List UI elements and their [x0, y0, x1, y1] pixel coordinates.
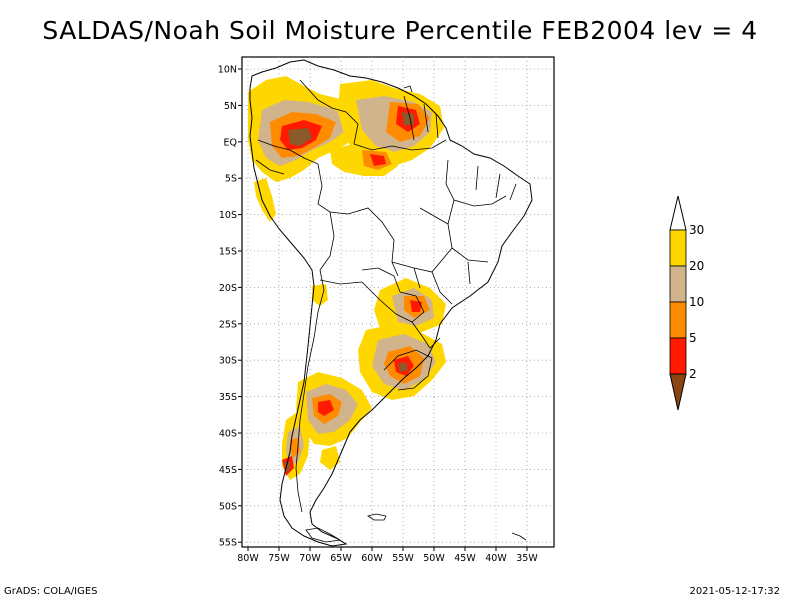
longitude-labels: 80W 75W 70W 65W 60W 55W 50W 45W 40W 35W — [237, 547, 538, 564]
border-ecuador-peru — [255, 159, 285, 175]
border-bolivia-brazil — [347, 207, 399, 277]
border-paraguay-argentina — [361, 281, 413, 323]
lat-label: 5N — [224, 101, 237, 112]
map-title: SALDAS/Noah Soil Moisture Percentile FEB… — [42, 16, 758, 45]
shade-patch-argentina-5 — [318, 400, 334, 416]
border-chile-argentina — [295, 269, 325, 513]
lon-label: 55W — [392, 553, 414, 564]
colorbar-segment — [669, 229, 687, 267]
lon-label: 75W — [268, 553, 290, 564]
colorbar-label: 10 — [689, 295, 704, 309]
lat-label: 10S — [219, 210, 237, 221]
lon-label: 80W — [237, 553, 259, 564]
lat-label: 20S — [219, 283, 237, 294]
border-colombia-venezuela — [299, 79, 359, 145]
falkland-islands — [367, 513, 387, 521]
map-frame — [241, 56, 555, 548]
colorbar-label: 30 — [689, 223, 704, 237]
colorbar-segment — [669, 337, 687, 375]
lon-label: 35W — [516, 553, 538, 564]
shade-patch-south-arg — [320, 446, 340, 470]
lat-label: 25S — [219, 319, 237, 330]
latitude-labels: 10N 5N EQ 5S 10S 15S 20S 25S 30S 35S 40S 45S 50S 55S — [218, 65, 242, 549]
south-america-outline — [249, 59, 533, 547]
border-venezuela-brazil — [353, 139, 447, 151]
colorbar-label: 20 — [689, 259, 704, 273]
lat-label: EQ — [224, 137, 237, 148]
border-bolivia-paraguay — [361, 267, 401, 293]
border-brazil-states — [391, 159, 507, 305]
shade-patch-west-coast — [254, 178, 276, 222]
south-georgia — [511, 532, 527, 541]
lat-label: 5S — [225, 174, 237, 185]
lon-label: 70W — [299, 553, 321, 564]
border-guyanas — [403, 95, 439, 141]
tierra-del-fuego — [305, 527, 342, 543]
border-bolivia-argentina — [319, 279, 363, 285]
footer-credit: GrADS: COLA/IGES — [4, 586, 98, 597]
lon-label: 45W — [454, 553, 476, 564]
footer-timestamp: 2021-05-12-17:32 — [689, 586, 780, 597]
border-peru-bolivia — [319, 211, 335, 271]
shade-patch-venezuela-2 — [402, 112, 414, 126]
lat-label: 40S — [219, 429, 237, 440]
shade-patch-coast-chile — [312, 284, 328, 306]
lat-label: 50S — [219, 501, 237, 512]
lon-label: 60W — [361, 553, 383, 564]
lat-label: 45S — [219, 465, 237, 476]
islands — [305, 85, 527, 543]
colorbar-bottom-triangle — [669, 373, 687, 411]
colorbar-top-triangle — [669, 195, 687, 231]
lat-label: 55S — [219, 538, 237, 549]
colorbar-segment — [669, 265, 687, 303]
trinidad — [403, 85, 413, 93]
percentile-shading — [248, 76, 446, 480]
shade-patch-uruguay-2 — [398, 362, 408, 372]
border-uruguay — [383, 349, 433, 391]
border-colombia-ecuador — [257, 139, 319, 165]
border-peru-brazil — [317, 163, 349, 215]
border-brazil-states-2 — [467, 165, 517, 285]
shade-patch-amazon-5 — [370, 154, 386, 166]
lat-label: 30S — [219, 356, 237, 367]
shade-patch-nw-2 — [288, 128, 312, 146]
colorbar-label: 5 — [689, 331, 697, 345]
lon-label: 40W — [485, 553, 507, 564]
country-borders — [255, 79, 517, 513]
colorbar-segment — [669, 301, 687, 339]
border-paraguay-brazil — [399, 291, 425, 323]
lon-label: 65W — [330, 553, 352, 564]
border-argentina-brazil — [411, 321, 441, 349]
colorbar: 30 20 10 5 2 — [669, 195, 704, 411]
lat-label: 15S — [219, 247, 237, 258]
lon-label: 50W — [423, 553, 445, 564]
lat-label: 10N — [218, 65, 237, 76]
colorbar-label: 2 — [689, 367, 697, 381]
lat-label: 35S — [219, 392, 237, 403]
shade-patch-paraguay-5 — [410, 300, 422, 312]
